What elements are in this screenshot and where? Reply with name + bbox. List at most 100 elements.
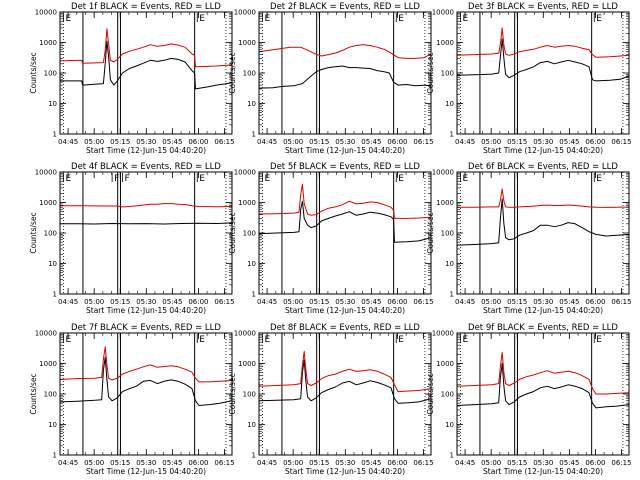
x-tick-label: 06:15 — [611, 298, 631, 306]
events-series-line — [457, 38, 629, 82]
x-axis-label: Start Time (12-Jun-15 04:40:20) — [285, 146, 405, 155]
y-tick-label: 1 — [53, 131, 57, 139]
y-tick-label: 100 — [243, 230, 256, 238]
x-tick-label: 06:00 — [585, 459, 605, 467]
x-tick-label: 05:15 — [507, 298, 527, 306]
events-series-line — [60, 356, 232, 406]
x-tick-label: 05:30 — [335, 459, 355, 467]
y-tick-label: 10000 — [432, 330, 454, 338]
y-tick-label: 10000 — [35, 169, 57, 177]
lld-series-line — [457, 27, 629, 58]
y-tick-label: 100 — [44, 391, 57, 399]
flag-label: E — [398, 335, 404, 345]
x-tick-label: 06:15 — [214, 459, 234, 467]
x-axis-label: Start Time (12-Jun-15 04:40:20) — [285, 467, 405, 476]
flag-label: E — [65, 174, 71, 184]
y-tick-label: 1 — [252, 452, 256, 460]
x-tick-label: 04:45 — [455, 298, 475, 306]
flag-label: E — [462, 14, 468, 24]
flag-label: F — [114, 174, 119, 184]
flag-label: E — [264, 335, 270, 345]
x-tick-label: 04:45 — [58, 138, 78, 146]
x-tick-label: 05:15 — [507, 138, 527, 146]
flag-label: E — [264, 14, 270, 24]
x-tick-label: 05:15 — [110, 138, 130, 146]
y-tick-label: 10 — [445, 100, 454, 108]
y-tick-label: 1000 — [39, 39, 57, 47]
data-layer — [457, 27, 629, 82]
x-tick-label: 06:15 — [611, 459, 631, 467]
data-layer — [259, 44, 431, 89]
x-tick-label: 06:00 — [188, 138, 208, 146]
lld-series-line — [259, 350, 431, 393]
x-tick-label: 06:00 — [387, 298, 407, 306]
panel-title: Det 7f BLACK = Events, RED = LLD — [71, 323, 221, 333]
y-tick-label: 100 — [44, 230, 57, 238]
y-tick-label: 10000 — [234, 330, 256, 338]
x-tick-label: 05:45 — [162, 298, 182, 306]
events-series-line — [457, 198, 629, 246]
x-tick-label: 06:15 — [413, 298, 433, 306]
x-tick-label: 06:15 — [214, 138, 234, 146]
y-tick-label: 1000 — [238, 199, 256, 207]
y-tick-label: 100 — [441, 230, 454, 238]
x-tick-label: 05:15 — [110, 459, 130, 467]
flag-label: E — [199, 14, 205, 24]
x-tick-label: 06:00 — [387, 459, 407, 467]
y-tick-label: 10000 — [35, 9, 57, 17]
y-tick-label: 10 — [247, 100, 256, 108]
x-tick-label: 05:30 — [533, 459, 553, 467]
events-series-line — [259, 65, 431, 89]
y-tick-label: 10 — [247, 260, 256, 268]
x-tick-label: 04:45 — [58, 298, 78, 306]
x-axis-label: Start Time (12-Jun-15 04:40:20) — [483, 467, 603, 476]
y-tick-label: 10000 — [234, 9, 256, 17]
flag-label: E — [398, 174, 404, 184]
panel-title: Det 2f BLACK = Events, RED = LLD — [270, 2, 420, 12]
x-tick-label: 05:45 — [361, 138, 381, 146]
data-layer — [60, 203, 232, 225]
lld-series-line — [457, 188, 629, 208]
x-tick-label: 05:45 — [559, 298, 579, 306]
y-axis-label: Counts/sec — [29, 212, 38, 253]
lld-series-line — [259, 44, 431, 59]
x-tick-label: 05:00 — [283, 459, 303, 467]
data-layer — [457, 188, 629, 246]
y-tick-label: 1 — [450, 452, 454, 460]
y-axis-label: Counts/sec — [228, 373, 237, 414]
flag-label: E — [199, 174, 205, 184]
y-tick-label: 10000 — [35, 330, 57, 338]
x-tick-label: 06:00 — [585, 298, 605, 306]
y-tick-label: 100 — [243, 70, 256, 78]
x-tick-label: 05:00 — [84, 298, 104, 306]
y-tick-label: 100 — [441, 70, 454, 78]
x-tick-label: 05:15 — [507, 459, 527, 467]
flag-label: E — [398, 14, 404, 24]
y-axis-label: Counts/sec — [29, 52, 38, 93]
x-tick-label: 05:15 — [110, 298, 130, 306]
x-tick-label: 05:30 — [335, 138, 355, 146]
events-series-line — [259, 200, 431, 243]
plot-frame — [258, 332, 432, 456]
x-axis-label: Start Time (12-Jun-15 04:40:20) — [483, 146, 603, 155]
flag-label: E — [596, 174, 602, 184]
panel-title: Det 5f BLACK = Events, RED = LLD — [270, 162, 420, 172]
panel-title: Det 1f BLACK = Events, RED = LLD — [71, 2, 221, 12]
x-tick-label: 05:00 — [481, 298, 501, 306]
x-tick-label: 05:30 — [136, 459, 156, 467]
x-axis-label: Start Time (12-Jun-15 04:40:20) — [483, 306, 603, 315]
x-tick-label: 05:00 — [481, 459, 501, 467]
x-axis-label: Start Time (12-Jun-15 04:40:20) — [285, 306, 405, 315]
y-tick-label: 1000 — [436, 199, 454, 207]
plot-frame — [456, 171, 630, 295]
flag-label: F — [125, 174, 130, 184]
x-tick-label: 04:45 — [58, 459, 78, 467]
y-tick-label: 1000 — [238, 39, 256, 47]
